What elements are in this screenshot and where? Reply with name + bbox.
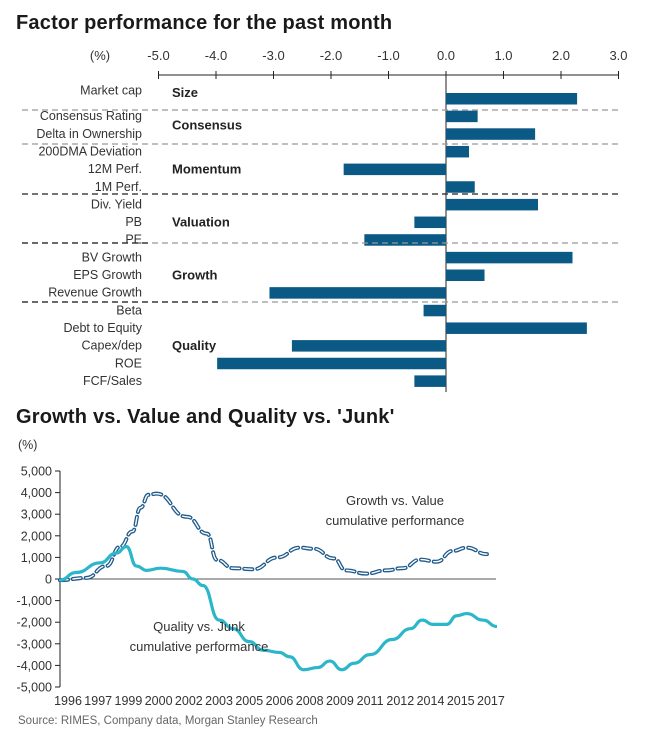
bar-category-label: PE bbox=[125, 233, 142, 247]
line-x-tick-label: 2015 bbox=[447, 694, 475, 708]
line-x-tick-label: 1999 bbox=[115, 694, 143, 708]
bar-group-label: Momentum bbox=[172, 162, 241, 177]
bar-div-yield bbox=[446, 198, 538, 211]
bar-pe bbox=[364, 234, 446, 246]
line-y-unit-label: (%) bbox=[18, 438, 37, 452]
bar-market-cap bbox=[446, 93, 578, 105]
line-y-tick-label: -1,000 bbox=[17, 594, 52, 608]
line-y-tick-label: 1,000 bbox=[21, 551, 52, 565]
line-y-tick-label: -5,000 bbox=[17, 681, 52, 695]
bar-category-label: PB bbox=[125, 215, 142, 229]
bar-unit-label: (%) bbox=[90, 48, 110, 63]
line-x-tick-label: 2006 bbox=[266, 694, 294, 708]
bar-category-label: Div. Yield bbox=[91, 197, 142, 211]
line-y-tick-label: -4,000 bbox=[17, 659, 52, 673]
line-y-tick-label: 2,000 bbox=[21, 529, 52, 543]
line-x-tick-label: 2011 bbox=[357, 694, 384, 708]
line-x-tick-label: 1997 bbox=[84, 694, 112, 708]
line-x-tick-label: 2017 bbox=[477, 694, 505, 708]
bar-revenue-growth bbox=[269, 287, 446, 299]
line-x-tick-label: 2003 bbox=[205, 694, 233, 708]
bar-group-label: Size bbox=[172, 85, 198, 100]
bar-category-label: 12M Perf. bbox=[88, 162, 142, 176]
bar-consensus-rating bbox=[446, 110, 478, 123]
bar-category-label: Capex/dep bbox=[82, 339, 143, 353]
bar-1m-perf- bbox=[446, 181, 475, 193]
bar-category-label: FCF/Sales bbox=[83, 374, 142, 388]
bar-category-label: EPS Growth bbox=[73, 268, 142, 282]
bar-group-label: Consensus bbox=[172, 117, 242, 132]
series-growth-vs-value-line-inner bbox=[59, 492, 488, 581]
line-x-tick-label: 2000 bbox=[145, 694, 173, 708]
bar-category-label: Beta bbox=[116, 303, 142, 317]
bar-category-label: Revenue Growth bbox=[48, 286, 142, 300]
bar-x-tick-label: 3.0 bbox=[609, 48, 627, 63]
bar-bv-growth bbox=[446, 251, 573, 264]
bar-12m-perf- bbox=[343, 163, 446, 176]
bar-category-label: ROE bbox=[115, 356, 142, 370]
bar-group-label: Valuation bbox=[172, 215, 230, 230]
bar-x-tick-label: 0.0 bbox=[437, 48, 455, 63]
bar-delta-in-ownership bbox=[446, 128, 536, 140]
line-y-tick-label: -2,000 bbox=[17, 616, 52, 630]
line-x-tick-label: 2014 bbox=[417, 694, 445, 708]
bar-category-label: Debt to Equity bbox=[63, 321, 142, 335]
line-x-tick-label: 2008 bbox=[296, 694, 324, 708]
source-note: Source: RIMES, Company data, Morgan Stan… bbox=[18, 715, 318, 727]
bar-category-label: Market cap bbox=[80, 84, 142, 98]
quality-series-label: cumulative performance bbox=[130, 639, 269, 654]
line-x-tick-label: 2005 bbox=[235, 694, 263, 708]
bar-category-label: Consensus Rating bbox=[40, 109, 142, 123]
bar-x-tick-label: 2.0 bbox=[552, 48, 570, 63]
bar-pb bbox=[414, 216, 446, 229]
bar-x-tick-label: -4.0 bbox=[205, 48, 227, 63]
line-chart-title: Growth vs. Value and Quality vs. 'Junk' bbox=[16, 406, 395, 428]
bar-200dma-deviation bbox=[446, 145, 469, 158]
bar-x-tick-label: 1.0 bbox=[494, 48, 512, 63]
growth-series-label: cumulative performance bbox=[326, 513, 465, 528]
line-y-tick-label: 4,000 bbox=[21, 486, 52, 500]
line-x-tick-label: 2012 bbox=[386, 694, 414, 708]
bar-x-tick-label: -5.0 bbox=[147, 48, 169, 63]
bar-category-label: Delta in Ownership bbox=[36, 127, 142, 141]
line-x-tick-label: 2009 bbox=[326, 694, 354, 708]
bar-roe bbox=[217, 357, 446, 370]
line-y-tick-label: 5,000 bbox=[21, 465, 52, 479]
bar-category-label: BV Growth bbox=[82, 250, 142, 264]
quality-series-label: Quality vs. Junk bbox=[153, 619, 245, 634]
bar-beta bbox=[423, 304, 446, 317]
bar-fcf-sales bbox=[414, 375, 446, 387]
line-x-tick-label: 2002 bbox=[175, 694, 203, 708]
line-y-tick-label: 0 bbox=[45, 573, 52, 587]
bar-group-label: Growth bbox=[172, 268, 218, 283]
line-y-tick-label: -3,000 bbox=[17, 637, 52, 651]
bar-x-tick-label: -3.0 bbox=[262, 48, 284, 63]
bar-chart-title: Factor performance for the past month bbox=[16, 12, 393, 34]
bar-eps-growth bbox=[446, 269, 485, 281]
bar-debt-to-equity bbox=[446, 322, 587, 334]
bar-x-tick-label: -1.0 bbox=[377, 48, 399, 63]
bar-group-label: Quality bbox=[172, 338, 217, 353]
bar-x-tick-label: -2.0 bbox=[320, 48, 342, 63]
line-x-tick-label: 1996 bbox=[54, 694, 82, 708]
growth-series-label: Growth vs. Value bbox=[346, 493, 444, 508]
series-quality-vs-junk-line bbox=[59, 545, 498, 672]
bar-capex-dep bbox=[291, 340, 446, 352]
bar-category-label: 200DMA Deviation bbox=[38, 144, 142, 158]
line-y-tick-label: 3,000 bbox=[21, 508, 52, 522]
bar-category-label: 1M Perf. bbox=[95, 180, 142, 194]
